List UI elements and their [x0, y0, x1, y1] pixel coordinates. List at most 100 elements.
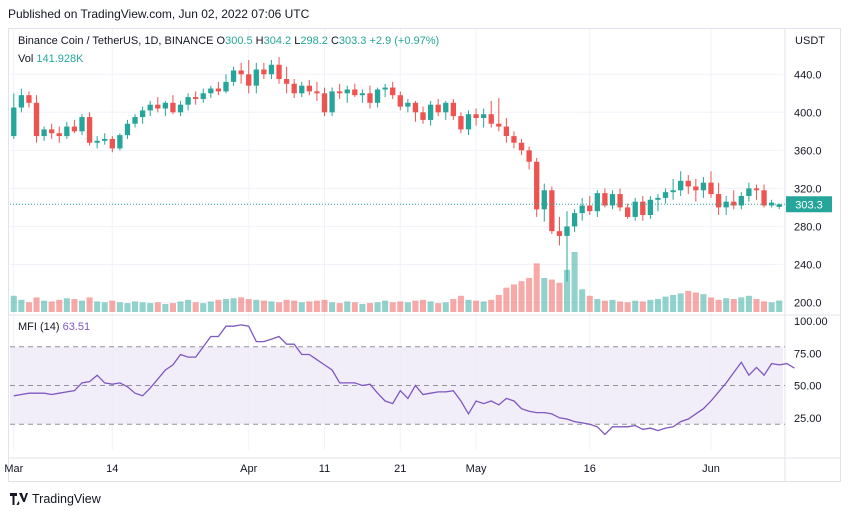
- volume-bar: [465, 299, 472, 312]
- candle-body: [564, 226, 570, 236]
- volume-bar: [359, 303, 366, 312]
- candle-body: [609, 194, 616, 206]
- candle-body: [571, 213, 578, 227]
- volume-bar: [162, 303, 169, 312]
- price-unit: USDT: [795, 35, 825, 47]
- candle-body: [208, 88, 214, 94]
- volume-bar: [510, 284, 517, 312]
- candle-body: [723, 201, 729, 208]
- volume-bar: [306, 301, 313, 312]
- volume-bar: [276, 302, 283, 312]
- candle-body: [238, 70, 244, 75]
- volume-bar: [291, 300, 298, 312]
- tradingview-logo-icon: [10, 493, 28, 505]
- price-tick-label: 200.0: [794, 297, 822, 309]
- mfi-legend: MFI (14) 63.51: [18, 321, 90, 333]
- last-price-badge: [786, 196, 832, 213]
- volume-bar: [723, 298, 730, 312]
- candle-body: [670, 190, 676, 193]
- candle-body: [655, 197, 661, 200]
- candle-body: [662, 192, 669, 198]
- candle-body: [253, 69, 259, 86]
- volume-bar: [617, 301, 624, 312]
- candle-body: [41, 129, 47, 137]
- volume-bar: [700, 294, 707, 312]
- ohlc-high-label: H: [255, 35, 264, 47]
- candle-body: [26, 95, 32, 103]
- candle-body: [526, 150, 532, 162]
- volume-bar: [71, 299, 78, 312]
- ohlc-close-label: C: [330, 35, 339, 47]
- volume-bar: [435, 303, 442, 312]
- volume-bar: [56, 299, 63, 312]
- candle-body: [321, 93, 328, 113]
- volume-bar: [268, 301, 275, 312]
- candle-body: [579, 205, 585, 214]
- volume-bar: [222, 299, 230, 312]
- volume-bar: [533, 263, 540, 312]
- volume-bar: [495, 294, 502, 312]
- candle-body: [534, 161, 540, 210]
- candle-body: [71, 126, 78, 132]
- candle-body: [420, 112, 426, 120]
- candle-body: [177, 104, 184, 113]
- volume-bar: [654, 299, 661, 312]
- candle-body: [397, 95, 403, 107]
- candle-body: [79, 117, 85, 132]
- volume-bar: [10, 295, 17, 312]
- candle-body: [587, 205, 593, 212]
- volume-bar: [556, 282, 563, 312]
- candle-body: [49, 129, 55, 134]
- volume-bar: [768, 302, 775, 312]
- tradingview-brand[interactable]: TradingView: [10, 492, 101, 506]
- mfi-tick-label: 100.00: [794, 316, 828, 328]
- price-tick-label: 320.0: [794, 183, 822, 195]
- volume-value: 141.928K: [36, 53, 84, 65]
- volume-bar: [298, 302, 305, 312]
- volume-bar: [366, 303, 374, 312]
- volume-legend: Vol 141.928K: [18, 53, 83, 65]
- volume-bar: [412, 300, 419, 312]
- candle-body: [86, 117, 93, 143]
- candle-body: [632, 201, 638, 217]
- volume-bar: [86, 297, 93, 312]
- candle-body: [193, 97, 199, 99]
- mfi-tick-label: 50.00: [794, 381, 822, 393]
- candle-body: [18, 95, 25, 108]
- candle-body: [337, 91, 343, 94]
- mfi-series-line: [13, 324, 795, 436]
- volume-bar: [253, 299, 260, 312]
- time-tick-label: Apr: [240, 463, 257, 475]
- volume-bar: [745, 295, 752, 312]
- volume-bar: [94, 301, 101, 312]
- candle-body: [602, 193, 608, 206]
- mfi-value: 63.51: [62, 321, 91, 333]
- candle-body: [708, 182, 714, 195]
- volume-bar: [321, 299, 328, 312]
- ohlc-open: 300.5: [225, 35, 253, 47]
- candle-body: [700, 182, 707, 191]
- candle-body: [549, 190, 555, 232]
- candle-body: [223, 81, 229, 92]
- mfi-tick-label: 25.00: [794, 413, 822, 425]
- volume-bar: [230, 298, 237, 312]
- volume-bar: [139, 302, 146, 312]
- candle-body: [11, 107, 17, 137]
- volume-bar: [283, 299, 290, 312]
- candle-body: [374, 89, 381, 103]
- volume-bar: [116, 302, 123, 312]
- chart-frame: [8, 28, 841, 482]
- candle-body: [344, 89, 350, 94]
- volume-bar: [442, 302, 449, 312]
- volume-bar: [101, 302, 108, 312]
- candle-body: [124, 123, 131, 136]
- time-tick-label: May: [466, 463, 487, 475]
- candle-body: [147, 104, 153, 111]
- volume-bar: [185, 299, 192, 312]
- volume-bar: [419, 299, 427, 312]
- candle-body: [480, 114, 487, 119]
- candle-body: [33, 102, 40, 137]
- candle-body: [185, 97, 191, 105]
- candle-body: [458, 116, 464, 130]
